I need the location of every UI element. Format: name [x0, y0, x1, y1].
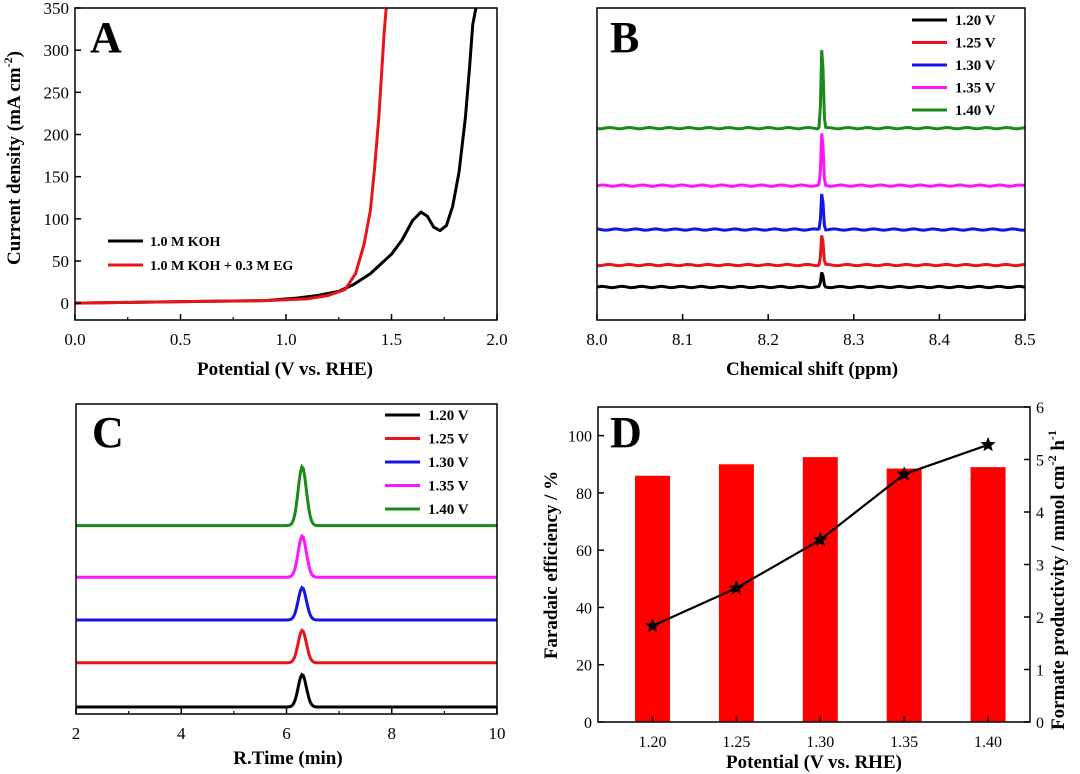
panel-c-xlabel: R.Time (min)	[233, 748, 342, 769]
panel-b-xtick-label: 8.5	[1014, 330, 1035, 349]
panel-d-ylabel-right: Formate productivity / mmol cm-2 h-1	[1045, 430, 1069, 730]
panel-c-series-135	[76, 533, 497, 579]
panel-a-ytick-label: 300	[44, 41, 70, 60]
panel-a-legend-koh: 1.0 M KOH	[150, 235, 220, 250]
panel-c-xtick-label: 4	[177, 724, 186, 743]
panel-a-xtick-label: 0.0	[64, 330, 85, 349]
panel-d-xtick-label: 1.40	[974, 734, 1002, 751]
panel-d-ytick-left-label: 60	[576, 543, 592, 560]
panel-d-ytick-right-label: 5	[1036, 453, 1044, 470]
panel-d-ytick-left-label: 100	[568, 429, 592, 446]
panel-b-legend-label: 1.40 V	[955, 103, 996, 119]
panel-d-productivity-point-140	[980, 436, 996, 452]
panel-a-ytick-label: 350	[44, 0, 70, 18]
panel-d-ytick-left-label: 0	[584, 715, 592, 732]
panel-b-legend-label: 1.20 V	[955, 13, 996, 29]
panel-a-series-eg	[75, 8, 388, 305]
panel-b-legend-label: 1.30 V	[955, 58, 996, 74]
panel-d-productivity-point-120	[644, 617, 661, 633]
panel-b: B Chemical shift (ppm) 8.0 8.1 8.2 8.3 8.4 8.…	[586, 7, 1036, 380]
panel-b-xlabel: Chemical shift (ppm)	[726, 359, 898, 380]
panel-b-letter: B	[610, 13, 639, 62]
panel-c-legend-label: 1.20 V	[428, 408, 469, 424]
panel-c-legend-label: 1.30 V	[428, 455, 469, 471]
panel-c-xtick-label: 6	[282, 724, 291, 743]
panel-d-ylabel-left: Faradaic efficiency / %	[541, 471, 562, 659]
panel-d-bar-130	[802, 457, 838, 722]
panel-b-series-135	[596, 133, 1026, 188]
panel-a-xtick-label: 1.0	[275, 330, 296, 349]
panel-d-bar-120	[635, 475, 671, 722]
panel-b-series-120	[596, 271, 1026, 290]
panel-c-xtick-label: 10	[489, 724, 506, 743]
panel-d-ytick-right-label: 4	[1036, 505, 1044, 522]
panel-c-series-140	[76, 463, 497, 528]
panel-b-legend-label: 1.35 V	[955, 81, 996, 97]
panel-d-letter: D	[610, 408, 642, 457]
panel-b-series-140	[596, 50, 1026, 131]
panel-b-xtick-label: 8.4	[929, 330, 951, 349]
panel-b-xtick-label: 8.1	[672, 330, 693, 349]
panel-d-xlabel: Potential (V vs. RHE)	[726, 752, 902, 773]
panel-d-ytick-right-label: 1	[1036, 663, 1044, 680]
panel-c-xtick-label: 8	[388, 724, 397, 743]
panel-d-ytick-left-label: 80	[576, 486, 592, 503]
panel-d-productivity-point-130	[812, 531, 828, 547]
panel-a-legend-eg: 1.0 M KOH + 0.3 M EG	[150, 259, 293, 274]
panel-c-series-120	[76, 672, 497, 709]
panel-b-plot-frame	[596, 7, 1026, 321]
panel-d-productivity-point-125	[728, 580, 744, 595]
panel-a-ytick-label: 50	[52, 252, 69, 271]
panel-a-ytick-label: 200	[44, 125, 70, 144]
panel-d-xtick-label: 1.25	[722, 734, 750, 751]
panel-d-ytick-left-label: 20	[576, 658, 592, 675]
panel-d-xtick-label: 1.20	[639, 734, 667, 751]
panel-d-productivity-point-135	[896, 466, 912, 481]
panel-a-ytick-label: 100	[44, 210, 70, 229]
panel-c-legend-label: 1.25 V	[428, 432, 469, 448]
panel-a-ylabel: Current density (mA cm-2)	[1, 51, 25, 265]
panel-d-bar-140	[970, 467, 1006, 722]
panel-a-xtick-label: 1.5	[381, 330, 402, 349]
panel-b-xtick-label: 8.3	[843, 330, 864, 349]
panel-a-ytick-label: 150	[44, 168, 70, 187]
panel-d-ytick-right-label: 6	[1036, 400, 1044, 417]
panel-c-legend-label: 1.40 V	[428, 502, 469, 518]
panel-a-xtick-label: 2.0	[486, 330, 507, 349]
panel-d-xtick-label: 1.30	[806, 734, 834, 751]
panel-a-xtick-label: 0.5	[170, 330, 191, 349]
panel-a-xlabel: Potential (V vs. RHE)	[197, 359, 373, 380]
panel-c-series-125	[76, 628, 497, 665]
panel-b-series-125	[596, 235, 1026, 268]
panel-d: D Potential (V vs. RHE) Faradaic efficie…	[541, 400, 1069, 773]
panel-a-ytick-label: 250	[44, 83, 70, 102]
panel-d-bar-135	[886, 468, 922, 722]
panel-d-ytick-right-label: 2	[1036, 610, 1044, 627]
panel-d-ytick-right-label: 0	[1036, 715, 1044, 732]
panel-a-ytick-label: 0	[61, 294, 70, 313]
panel-a-legend: 1.0 M KOH 1.0 M KOH + 0.3 M EG	[108, 235, 293, 274]
panel-c-letter: C	[92, 408, 124, 457]
panel-d-ytick-left-label: 40	[576, 600, 592, 617]
panel-a-letter: A	[90, 13, 122, 62]
panel-c: C R.Time (min) 2 4 6 8 10 1.20 V 1.25 V 1.30 V 1…	[72, 403, 506, 769]
panel-c-plot-frame	[75, 403, 498, 715]
panel-c-series-130	[76, 585, 497, 622]
panel-b-xtick-label: 8.0	[586, 330, 607, 349]
panel-c-xtick-label: 2	[72, 724, 81, 743]
panel-b-xtick-label: 8.2	[758, 330, 779, 349]
panel-b-legend-label: 1.25 V	[955, 36, 996, 52]
panel-a: A Potential (V vs. RHE) Current density …	[1, 0, 508, 380]
panel-d-xtick-label: 1.35	[890, 734, 918, 751]
panel-c-legend-label: 1.35 V	[428, 479, 469, 495]
panel-d-ytick-right-label: 3	[1036, 558, 1044, 575]
panel-b-series-130	[596, 193, 1026, 232]
